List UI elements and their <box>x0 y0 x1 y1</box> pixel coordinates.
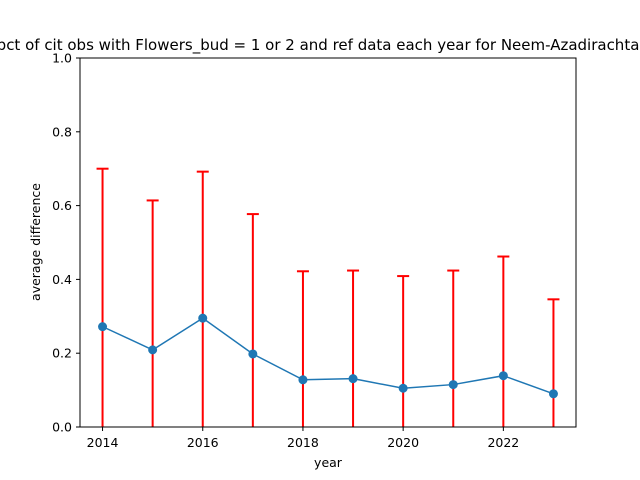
x-tick-label-2014: 2014 <box>87 435 119 450</box>
y-tick-label-0.2: 0.2 <box>52 346 72 361</box>
data-point-2023 <box>548 389 558 399</box>
y-tick-label-0.6: 0.6 <box>52 198 72 213</box>
x-tick-label-2022: 2022 <box>487 435 519 450</box>
y-tick-label-1.0: 1.0 <box>52 51 72 66</box>
data-point-2018 <box>298 375 308 385</box>
x-axis-label: year <box>314 455 343 470</box>
y-tick-label-0.4: 0.4 <box>52 272 72 287</box>
series-line <box>102 317 554 395</box>
data-point-2014 <box>98 322 108 332</box>
series-average-difference <box>98 313 558 399</box>
data-point-2017 <box>248 349 258 359</box>
error-bars <box>96 167 560 427</box>
plot-area-frame <box>79 57 577 428</box>
y-axis-ticks: 0.0 0.2 0.4 0.6 0.8 1.0 <box>52 51 80 435</box>
y-axis-label: average difference <box>28 183 43 301</box>
x-tick-label-2018: 2018 <box>287 435 319 450</box>
x-tick-label-2020: 2020 <box>387 435 419 450</box>
y-tick-label-0.0: 0.0 <box>52 420 72 435</box>
data-point-2022 <box>498 371 508 381</box>
axes <box>79 57 577 428</box>
data-point-2015 <box>148 345 158 355</box>
data-point-2019 <box>348 374 358 384</box>
data-point-2021 <box>448 380 458 390</box>
x-tick-label-2016: 2016 <box>187 435 219 450</box>
data-point-2020 <box>398 383 408 393</box>
y-tick-label-0.8: 0.8 <box>52 124 72 139</box>
chart-title: Mean pct of cit obs with Flowers_bud = 1… <box>0 36 640 55</box>
x-axis-ticks: 2014 2016 2018 2020 2022 <box>87 427 519 450</box>
data-point-2016 <box>198 313 208 323</box>
